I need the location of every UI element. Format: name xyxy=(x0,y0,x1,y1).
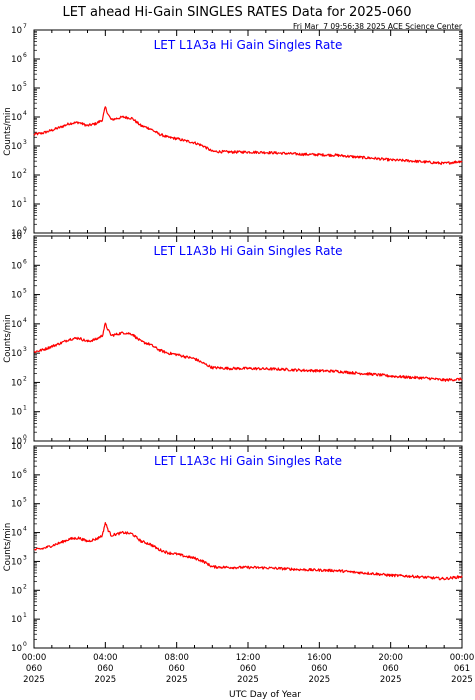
y-tick-exponent: 3 xyxy=(23,554,27,561)
series-line-1 xyxy=(34,522,463,581)
plot-frame xyxy=(33,29,463,234)
y-tick-label: 10 xyxy=(11,200,22,210)
y-tick-exponent: 6 xyxy=(23,468,27,475)
x-tick-doy: 060 xyxy=(97,664,113,674)
y-tick-label: 10 xyxy=(11,349,22,359)
x-axis-title: UTC Day of Year xyxy=(229,690,301,700)
figure-timestamp: Fri Mar 7 09:56:38 2025 ACE Science Cent… xyxy=(293,22,463,31)
y-tick-label: 10 xyxy=(11,644,22,654)
x-tick-year: 2025 xyxy=(237,675,259,685)
panel-title: LET L1A3a Hi Gain Singles Rate xyxy=(154,38,343,52)
x-axis-labels: 00:00060202504:00060202508:00060202512:0… xyxy=(22,653,475,685)
series-line-1 xyxy=(33,106,463,166)
y-tick-label: 10 xyxy=(11,442,22,452)
y-tick-label: 10 xyxy=(11,26,22,36)
x-tick-year: 2025 xyxy=(95,675,117,685)
y-tick-exponent: 7 xyxy=(23,229,27,236)
x-tick-time: 12:00 xyxy=(236,653,261,663)
y-tick-label: 10 xyxy=(11,142,22,152)
y-tick-exponent: 4 xyxy=(23,317,27,324)
figure-title: LET ahead Hi-Gain SINGLES RATES Data for… xyxy=(62,5,411,20)
y-tick-exponent: 5 xyxy=(23,288,27,295)
y-tick-exponent: 7 xyxy=(23,23,27,30)
x-tick-year: 2025 xyxy=(380,675,402,685)
y-tick-exponent: 5 xyxy=(23,81,27,88)
x-tick-time: 16:00 xyxy=(307,653,332,663)
x-tick-time: 04:00 xyxy=(93,653,118,663)
plot-frame xyxy=(33,445,463,649)
y-tick-exponent: 1 xyxy=(23,197,27,204)
x-tick-doy: 060 xyxy=(240,664,256,674)
x-tick-time: 00:00 xyxy=(450,653,475,663)
y-tick-exponent: 1 xyxy=(23,612,27,619)
y-tick-exponent: 1 xyxy=(23,405,27,412)
y-tick-label: 10 xyxy=(11,471,22,481)
x-tick-year: 2025 xyxy=(451,675,473,685)
y-tick-label: 10 xyxy=(11,55,22,65)
x-tick-doy: 060 xyxy=(383,664,399,674)
y-tick-exponent: 3 xyxy=(23,346,27,353)
y-tick-label: 10 xyxy=(11,171,22,181)
y-tick-exponent: 5 xyxy=(23,497,27,504)
y-axis-title: Counts/min xyxy=(3,523,13,572)
y-tick-exponent: 0 xyxy=(23,434,27,441)
y-tick-label: 10 xyxy=(11,232,22,242)
y-tick-label: 10 xyxy=(11,437,22,447)
y-tick-label: 10 xyxy=(11,229,22,239)
y-tick-label: 10 xyxy=(11,500,22,510)
y-axis-title: Counts/min xyxy=(3,314,13,363)
y-tick-label: 10 xyxy=(11,291,22,301)
y-tick-exponent: 0 xyxy=(23,641,27,648)
y-tick-exponent: 2 xyxy=(23,375,27,382)
y-tick-exponent: 6 xyxy=(23,258,27,265)
x-tick-time: 08:00 xyxy=(164,653,189,663)
panel-title: LET L1A3c Hi Gain Singles Rate xyxy=(154,454,342,468)
y-axis-title: Counts/min xyxy=(3,107,13,156)
y-tick-label: 10 xyxy=(11,586,22,596)
y-tick-label: 10 xyxy=(11,557,22,567)
y-tick-exponent: 2 xyxy=(23,168,27,175)
y-tick-label: 10 xyxy=(11,320,22,330)
y-tick-exponent: 3 xyxy=(23,139,27,146)
series-line-1 xyxy=(33,322,463,382)
x-tick-doy: 060 xyxy=(169,664,185,674)
y-tick-label: 10 xyxy=(11,615,22,625)
x-tick-year: 2025 xyxy=(23,675,45,685)
y-tick-label: 10 xyxy=(11,261,22,271)
y-tick-exponent: 7 xyxy=(23,439,27,446)
x-tick-time: 20:00 xyxy=(378,653,403,663)
y-tick-exponent: 4 xyxy=(23,526,27,533)
y-tick-exponent: 0 xyxy=(23,226,27,233)
x-tick-doy: 060 xyxy=(26,664,42,674)
y-tick-label: 10 xyxy=(11,113,22,123)
x-tick-year: 2025 xyxy=(309,675,331,685)
y-tick-exponent: 2 xyxy=(23,583,27,590)
x-tick-year: 2025 xyxy=(166,675,188,685)
y-tick-label: 10 xyxy=(11,408,22,418)
panel-title: LET L1A3b Hi Gain Singles Rate xyxy=(153,244,342,258)
y-tick-label: 10 xyxy=(11,378,22,388)
y-tick-label: 10 xyxy=(11,529,22,539)
x-tick-doy: 061 xyxy=(454,664,470,674)
x-tick-doy: 060 xyxy=(311,664,327,674)
y-tick-exponent: 4 xyxy=(23,110,27,117)
y-tick-exponent: 6 xyxy=(23,52,27,59)
x-tick-time: 00:00 xyxy=(22,653,47,663)
y-tick-label: 10 xyxy=(11,84,22,94)
